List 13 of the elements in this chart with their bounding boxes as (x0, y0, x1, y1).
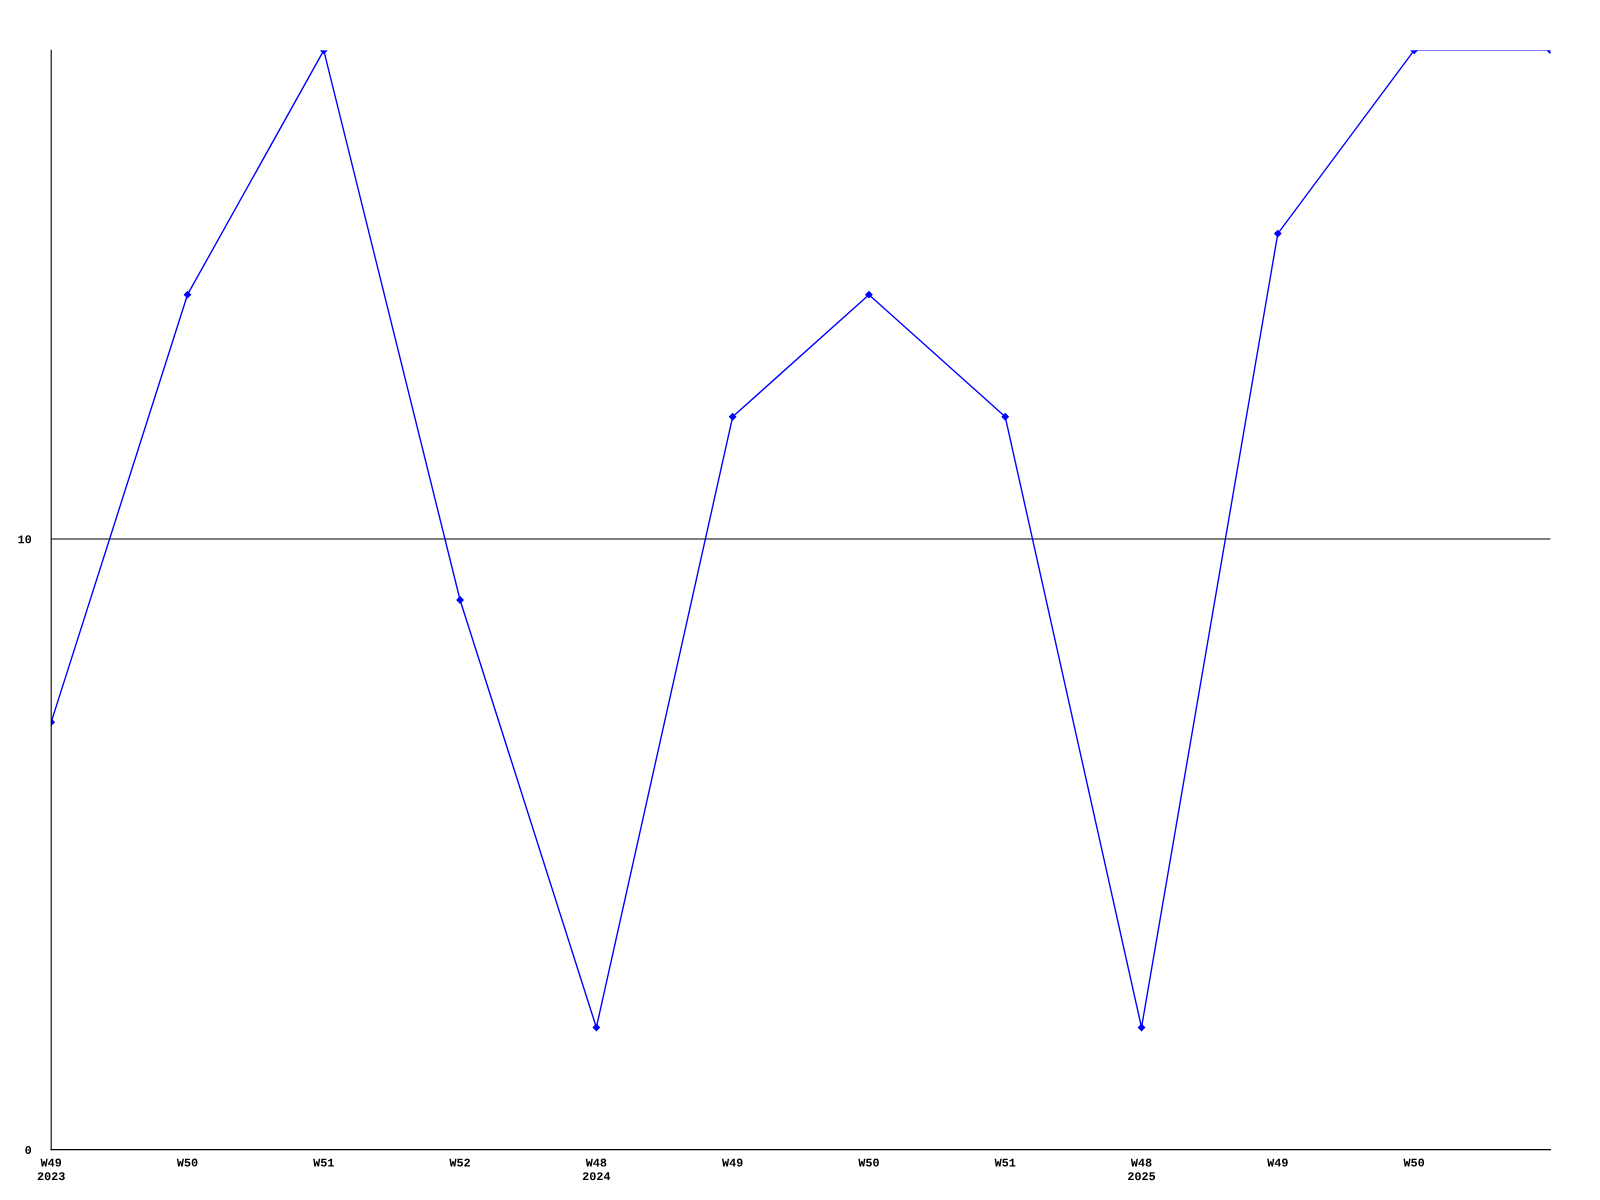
y-tick-label: 10 (18, 535, 32, 544)
x-tick-label: W50 (858, 1158, 879, 1167)
x-tick-label: W48 2024 (582, 1158, 611, 1181)
x-tick-label: W50 (1403, 1158, 1425, 1167)
x-tick-label: W49 (1267, 1158, 1288, 1167)
x-tick-label: W49 (722, 1158, 743, 1167)
x-tick-label: W49 2023 (37, 1158, 65, 1181)
y-tick-label: 0 (25, 1145, 32, 1154)
x-tick-label: W51 (313, 1158, 334, 1167)
x-tick-label: W52 (449, 1158, 471, 1167)
x-tick-label: W50 (176, 1158, 198, 1167)
x-tick-label: W48 2025 (1128, 1158, 1156, 1181)
x-tick-label: W51 (994, 1158, 1016, 1167)
